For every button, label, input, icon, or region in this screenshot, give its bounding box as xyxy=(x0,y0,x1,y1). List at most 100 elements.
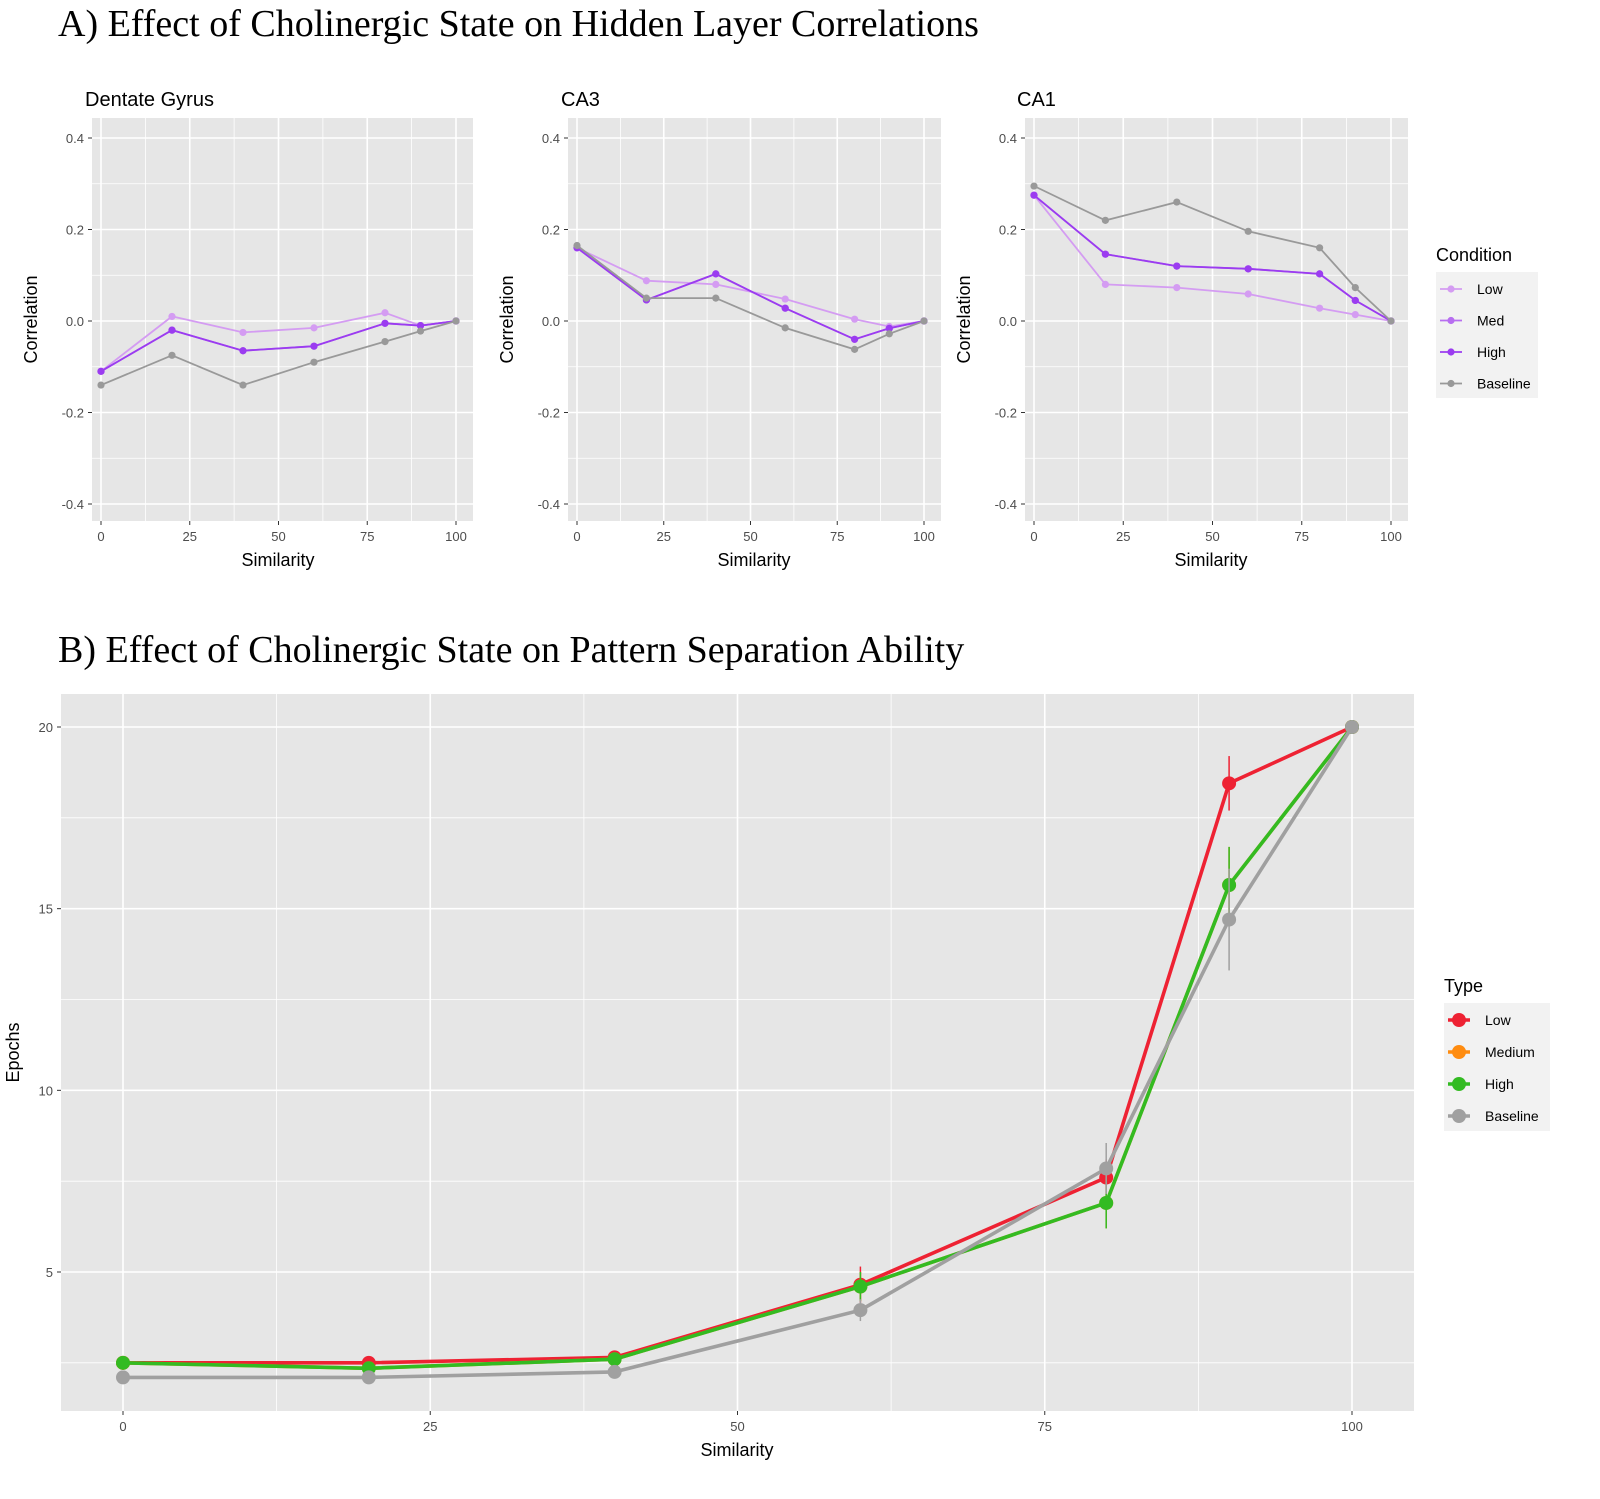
facet-dentate-gyrus-point-baseline xyxy=(168,351,176,359)
facet-ca1-point-baseline xyxy=(1316,244,1324,252)
facet-ca3-panel-background xyxy=(568,118,941,521)
facet-ca3-y-tick-label: 0.4 xyxy=(542,131,560,146)
facet-dentate-gyrus-x-tick-label: 100 xyxy=(445,529,467,544)
facet-ca1-x-tick-label: 50 xyxy=(1205,529,1219,544)
facet-ca1-point-baseline xyxy=(1351,284,1359,292)
chart-epochs-y-tick-label: 20 xyxy=(39,720,53,735)
legend-b-key-point-high xyxy=(1452,1077,1466,1091)
facet-ca3-point-baseline xyxy=(573,241,581,250)
facet-ca3-y-tick-label: 0.0 xyxy=(542,314,560,329)
facet-dentate-gyrus-point-low xyxy=(310,324,318,332)
legend-a-key-background xyxy=(1436,272,1538,398)
facet-dentate-gyrus-point-high xyxy=(239,347,247,355)
legend-a-label-low: Low xyxy=(1477,281,1504,297)
facet-ca1-y-tick-label: 0.0 xyxy=(999,314,1017,329)
chart-epochs-point-high xyxy=(853,1279,868,1294)
chart-epochs-point-high xyxy=(607,1352,622,1367)
legend-a-key-point-baseline xyxy=(1447,379,1455,388)
facet-ca3-point-low xyxy=(781,295,789,303)
chart-epochs-point-low xyxy=(1222,776,1237,791)
facet-ca3-point-low xyxy=(642,277,651,285)
facet-dentate-gyrus-point-baseline xyxy=(97,381,105,389)
facet-ca3-point-low xyxy=(851,315,859,323)
facet-ca3-point-low xyxy=(712,280,720,288)
chart-epochs-point-high xyxy=(116,1355,130,1370)
facet-dentate-gyrus-point-baseline xyxy=(310,358,318,366)
facet-dentate-gyrus-y-tick-label: -0.2 xyxy=(62,406,84,421)
chart-epochs-point-high xyxy=(1099,1195,1114,1210)
facet-ca1-point-baseline xyxy=(1030,182,1038,190)
facet-dentate-gyrus-point-high xyxy=(416,321,425,330)
facet-ca1-point-high xyxy=(1244,265,1252,273)
facet-ca3-x-tick-label: 75 xyxy=(830,529,844,544)
chart-epochs-point-baseline xyxy=(116,1370,130,1385)
facet-dentate-gyrus-x-tick-label: 50 xyxy=(271,529,285,544)
facet-ca3-x-tick-label: 25 xyxy=(657,529,671,544)
facet-ca1-x-tick-label: 0 xyxy=(1030,529,1037,544)
chart-epochs-point-baseline xyxy=(1222,912,1237,927)
legend-b-label-medium: Medium xyxy=(1485,1044,1535,1060)
facet-ca1-y-tick-label: 0.4 xyxy=(999,131,1017,146)
panel-b-title: B) Effect of Cholinergic State on Patter… xyxy=(58,629,965,671)
facet-ca3-point-high xyxy=(851,335,859,343)
facet-ca1-point-low xyxy=(1173,284,1181,292)
facet-dentate-gyrus-x-tick-label: 75 xyxy=(360,529,374,544)
facet-ca3-y-tick-label: -0.4 xyxy=(538,497,560,512)
facet-dentate-gyrus-point-high xyxy=(381,319,389,327)
facet-ca1-point-baseline xyxy=(1173,198,1181,206)
facet-dentate-gyrus-point-high xyxy=(168,326,176,334)
facet-dentate-gyrus-y-axis-title: Correlation xyxy=(21,275,41,363)
facet-ca1-point-low xyxy=(1316,304,1324,312)
chart-epochs-point-baseline xyxy=(1345,720,1359,734)
chart-epochs-point-baseline xyxy=(1099,1161,1114,1176)
facet-ca3-point-high xyxy=(781,304,789,312)
facet-dentate-gyrus-point-baseline xyxy=(416,327,425,335)
chart-epochs-x-tick-label: 0 xyxy=(119,1419,126,1434)
legend-b-key-point-medium xyxy=(1452,1045,1466,1059)
legend-a-key-point-low xyxy=(1447,285,1455,293)
facet-ca1-y-tick-label: -0.2 xyxy=(995,406,1017,421)
facet-dentate-gyrus-point-baseline xyxy=(381,337,389,346)
facet-ca3-point-baseline xyxy=(642,294,651,302)
chart-epochs-y-tick-label: 5 xyxy=(46,1265,53,1280)
facet-dentate-gyrus-point-low xyxy=(168,312,176,321)
facet-ca1-point-low xyxy=(1351,310,1359,319)
facet-dentate-gyrus-y-tick-label: 0.4 xyxy=(66,131,84,146)
facet-ca1-panel-background xyxy=(1025,118,1408,521)
facet-ca1-point-high xyxy=(1030,191,1038,199)
facet-ca1-x-tick-label: 25 xyxy=(1116,529,1130,544)
facet-ca3-x-tick-label: 0 xyxy=(573,529,580,544)
facet-dentate-gyrus-x-tick-label: 25 xyxy=(183,529,197,544)
legend-b-label-low: Low xyxy=(1485,1012,1512,1028)
facet-ca1-x-axis-title: Similarity xyxy=(1174,550,1247,570)
facet-ca3-point-baseline xyxy=(920,317,928,325)
legend-b-key-point-baseline xyxy=(1452,1109,1466,1123)
facet-ca1-point-high xyxy=(1316,270,1324,278)
facet-ca1-y-axis-title: Correlation xyxy=(954,275,974,363)
chart-epochs-y-tick-label: 10 xyxy=(39,1083,53,1098)
legend-b-label-high: High xyxy=(1485,1076,1514,1092)
facet-ca3-point-high xyxy=(885,324,893,332)
chart-epochs-point-baseline xyxy=(361,1370,376,1385)
facet-dentate-gyrus-point-low xyxy=(239,328,247,337)
legend-a-key-point-med xyxy=(1447,316,1455,325)
facet-ca1-x-tick-label: 100 xyxy=(1380,529,1402,544)
legend-a-title: Condition xyxy=(1436,245,1512,265)
facet-dentate-gyrus-facet-title: Dentate Gyrus xyxy=(85,89,214,111)
facet-dentate-gyrus-x-axis-title: Similarity xyxy=(241,550,314,570)
legend-a-label-med: Med xyxy=(1477,313,1504,329)
facet-ca1-point-baseline xyxy=(1244,227,1252,235)
facet-ca1-point-high xyxy=(1101,250,1109,258)
facet-dentate-gyrus-point-high xyxy=(310,342,318,350)
facet-dentate-gyrus-point-low xyxy=(381,309,389,317)
legend-b-key-point-low xyxy=(1452,1013,1466,1027)
chart-epochs-x-tick-label: 75 xyxy=(1038,1419,1052,1434)
facet-ca3-point-baseline xyxy=(851,345,859,353)
facet-ca1-point-low xyxy=(1101,280,1109,288)
facet-dentate-gyrus-y-tick-label: 0.0 xyxy=(66,314,84,329)
facet-ca1-point-baseline xyxy=(1101,216,1109,224)
facet-ca3-x-tick-label: 50 xyxy=(743,529,757,544)
legend-b-title: Type xyxy=(1444,976,1483,996)
facet-ca1-point-high xyxy=(1351,296,1359,305)
legend-a-label-baseline: Baseline xyxy=(1477,376,1531,392)
